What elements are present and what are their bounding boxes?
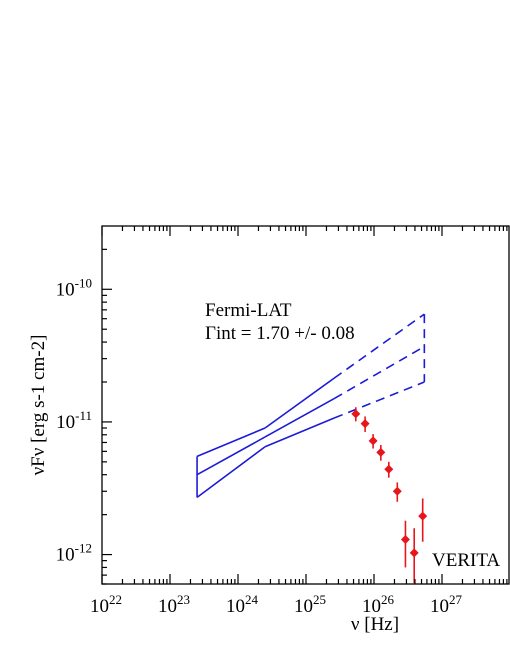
- fermi-band-upper: [264, 377, 335, 429]
- fermi-band-lower: [196, 446, 266, 498]
- fermi-band-center: [333, 345, 425, 400]
- x-tick-label: 1026: [362, 592, 395, 617]
- y-tick-label: 10-10: [56, 275, 92, 300]
- x-tick-label: 1022: [90, 592, 122, 617]
- data-point: [351, 409, 361, 419]
- x-tick-label: 1024: [226, 592, 259, 617]
- x-tick-label: 1025: [294, 592, 326, 617]
- fermi-band-upper: [196, 427, 266, 458]
- y-axis-label: νFν [erg s-1 cm-2]: [28, 335, 49, 476]
- y-tick-label: 10-11: [56, 408, 92, 433]
- data-point: [392, 486, 402, 496]
- data-point: [376, 447, 386, 457]
- data-point: [368, 436, 378, 446]
- fermi-annotation: Γint = 1.70 +/- 0.08: [205, 323, 355, 344]
- data-point: [409, 548, 419, 558]
- plot-area: [196, 313, 428, 584]
- y-tick-label: 10-12: [56, 541, 92, 566]
- fermi-band-center: [196, 436, 266, 476]
- veritas-label: VERITA: [432, 550, 500, 571]
- x-axis-label: ν [Hz]: [351, 614, 399, 635]
- fermi-band-upper: [333, 313, 425, 379]
- x-tick-label: 1023: [158, 592, 190, 617]
- plot-frame: [101, 225, 510, 585]
- data-point: [418, 511, 428, 521]
- fermi-label: Fermi-LAT: [205, 300, 292, 321]
- fermi-band-lower: [333, 381, 425, 419]
- x-tick-label: 1027: [430, 592, 463, 617]
- data-point: [360, 419, 370, 429]
- fermi-band-center: [264, 397, 335, 438]
- fermi-band-lower: [264, 417, 335, 448]
- data-point: [384, 464, 394, 474]
- data-point: [400, 534, 410, 544]
